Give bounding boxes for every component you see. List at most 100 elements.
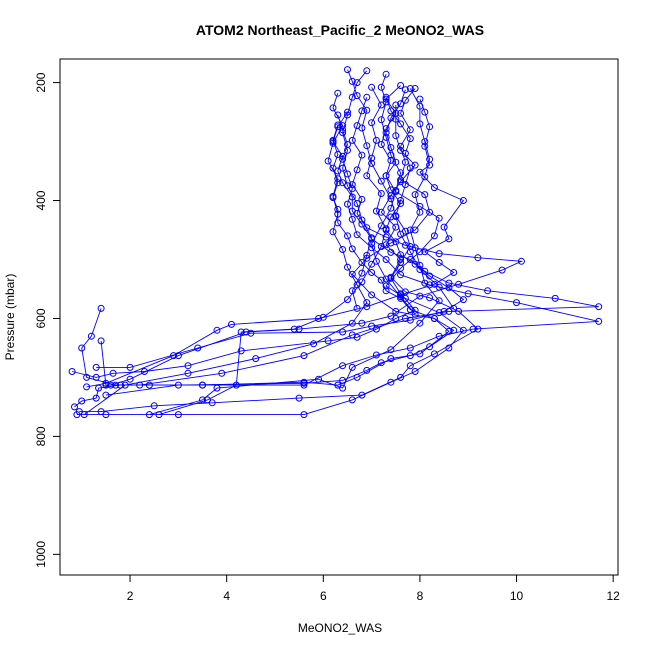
data-point [377,359,385,367]
data-point [363,106,371,114]
data-point [377,101,385,109]
data-point [368,240,376,248]
data-point [392,212,400,220]
data-point [435,259,443,266]
data-point [397,259,405,266]
data-point [213,326,221,334]
series-15 [83,95,467,391]
data-point [363,299,371,307]
data-point [406,362,414,370]
data-point [387,156,395,164]
data-point [430,232,438,240]
x-tick-label: 8 [417,589,424,603]
data-point [406,164,414,172]
series-line [149,88,440,416]
data-point [353,122,361,130]
series-line [81,111,599,386]
data-point [372,207,380,215]
data-point [416,319,424,327]
data-point [83,373,91,381]
series-line [158,87,387,416]
data-point [78,397,86,405]
data-point [430,315,438,322]
data-point [358,195,366,203]
data-point [372,136,380,144]
data-point [194,344,202,352]
data-point [406,135,414,143]
data-point [218,369,226,377]
data-point [387,186,395,194]
data-point [440,307,448,315]
data-point [368,83,376,91]
data-point [363,303,371,311]
data-point [324,337,332,345]
data-point [411,191,419,199]
x-axis: 2 4 6 8 10 12 [127,575,620,603]
data-point [348,181,356,189]
data-point [329,136,337,144]
data-point [348,93,356,101]
data-point [334,89,342,97]
data-point [464,290,472,298]
data-point [387,204,395,212]
data-point [150,402,158,410]
data-point [228,320,235,328]
data-point [319,313,327,321]
data-point [445,284,453,292]
data-point [426,208,434,216]
plot-frame [59,58,619,576]
data-point [450,269,458,276]
data-point [348,77,356,85]
data-point [455,280,463,288]
data-point [353,92,361,100]
data-point [411,244,419,252]
data-point [435,250,443,258]
data-point [83,383,91,391]
data-point [174,411,182,419]
data-point [334,121,342,129]
data-point [334,381,342,389]
data-point [368,154,376,162]
data-point [377,83,385,91]
data-point [435,214,443,222]
data-point [368,269,376,276]
data-point [208,399,216,407]
data-point [97,408,105,416]
data-point [358,151,366,159]
data-point [595,317,603,325]
data-point [107,381,115,389]
data-point [440,223,448,231]
data-point [397,169,405,177]
data-point [445,279,453,287]
data-point [75,408,83,416]
data-point [435,332,443,340]
data-point [551,294,559,302]
data-point [387,312,395,320]
data-point [339,362,347,370]
series-10 [68,93,419,381]
data-point [382,275,390,283]
data-point [401,315,409,322]
data-point [368,291,376,299]
data-point [469,325,477,333]
data-point [377,276,385,284]
data-point [87,332,95,340]
data-point [392,132,400,140]
data-point [295,325,303,333]
data-point [363,172,371,180]
data-point [344,66,351,74]
data-point [339,376,347,384]
data-point [392,101,400,109]
data-point [324,157,332,165]
series-line [83,93,368,415]
data-point [474,254,482,262]
data-point [97,337,105,345]
data-point [344,296,351,304]
data-point [339,179,347,187]
data-point [406,344,414,352]
data-point [184,369,192,377]
data-point [416,168,424,176]
series-line [76,85,465,416]
series-layer [68,66,603,419]
data-point [358,259,366,266]
